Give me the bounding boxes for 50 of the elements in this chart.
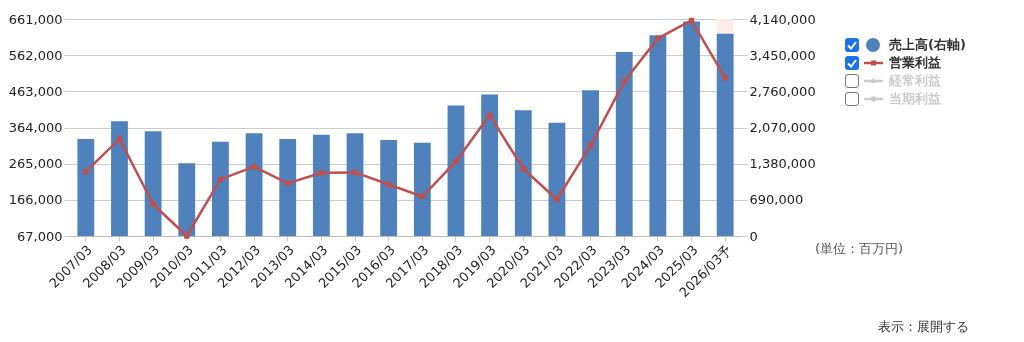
bar [615, 52, 633, 236]
y-tick-label: 463,000 [8, 83, 63, 99]
point [453, 158, 459, 165]
bar [380, 140, 398, 236]
bar [279, 139, 297, 236]
y-tick-label: 661,000 [8, 11, 63, 27]
y2-tick-label: 4,140,000 [749, 11, 816, 27]
bar [212, 141, 229, 236]
point [251, 163, 257, 170]
y2-tick-label: 0 [749, 228, 758, 244]
point [655, 35, 661, 42]
y-tick-label: 265,000 [8, 156, 63, 172]
y-tick-label: 166,000 [8, 192, 63, 208]
y2-tick-label: 2,070,000 [749, 120, 816, 135]
bar [77, 139, 95, 236]
point [554, 196, 560, 203]
y-tick-label: 562,000 [8, 47, 63, 63]
y-tick-label: 364,000 [8, 120, 63, 135]
point [520, 166, 527, 172]
point [150, 201, 156, 207]
bar [413, 142, 431, 236]
bar [245, 133, 263, 236]
bar [649, 35, 667, 236]
legend-label: 売上高(右軸) [889, 36, 966, 54]
point [116, 136, 123, 142]
bar [548, 122, 566, 236]
y2-tick-label: 3,450,000 [749, 47, 816, 63]
point [352, 169, 358, 176]
y2-tick-label: 690,000 [749, 192, 804, 208]
bar [312, 134, 330, 236]
bar [111, 121, 128, 236]
bar [144, 131, 162, 236]
y2-tick-label: 2,760,000 [749, 83, 816, 99]
y-tick-label: 67,000 [17, 228, 63, 244]
point [486, 112, 493, 118]
point [83, 168, 89, 175]
point [318, 170, 325, 176]
bar [582, 90, 599, 236]
y2-tick-label: 1,380,000 [749, 156, 816, 172]
text: 表示：展開する [878, 318, 969, 336]
point [621, 78, 627, 85]
point [722, 75, 728, 81]
bar [514, 110, 532, 236]
bar [683, 21, 700, 236]
bar [346, 133, 364, 236]
bar [178, 163, 196, 236]
bar [447, 105, 465, 236]
text: (単位：百万円) [815, 240, 904, 258]
bar [481, 94, 499, 236]
legend-label: 営業利益 [889, 54, 941, 72]
